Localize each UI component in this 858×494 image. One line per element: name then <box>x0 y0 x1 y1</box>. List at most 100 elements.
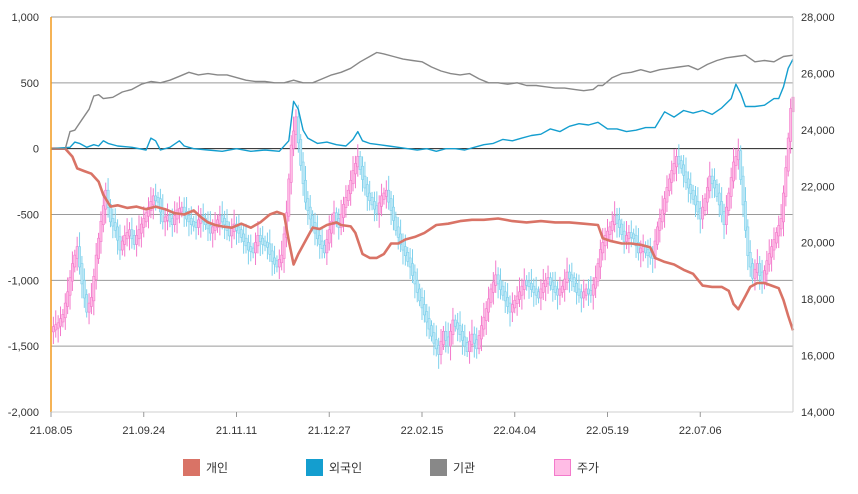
price-candle <box>532 285 536 293</box>
price-candle <box>587 288 590 295</box>
price-candle <box>482 316 486 330</box>
price-candle <box>315 229 319 240</box>
price-candle <box>59 318 62 327</box>
price-candle <box>289 144 293 183</box>
price-candle <box>744 201 747 231</box>
price-candle <box>694 195 697 206</box>
axis-layer: 1,000 500 0 -500 -1,000 -1,500 -2,000 28,000 26,… <box>8 12 835 437</box>
price-candle <box>82 280 86 299</box>
x-tick-label: 22.02.15 <box>401 425 444 437</box>
price-candle <box>346 189 350 201</box>
price-candle <box>589 290 593 296</box>
x-tick-label: 21.12.27 <box>308 425 351 437</box>
price-candle <box>510 304 514 313</box>
price-candle <box>192 220 196 227</box>
price-candle <box>208 225 212 234</box>
legend-swatch <box>554 458 571 476</box>
y-right-tick-label: 28,000 <box>801 12 835 24</box>
y-left-tick-label: -1,500 <box>8 341 39 353</box>
price-candle <box>135 235 139 245</box>
price-candle <box>663 198 666 214</box>
price-candle <box>782 192 785 223</box>
price-candle <box>406 252 410 262</box>
legend-item[interactable]: 개인 <box>183 458 228 476</box>
price-candle <box>301 161 305 185</box>
price-candle <box>99 220 103 242</box>
price-candle <box>703 198 707 211</box>
price-candle <box>130 229 134 240</box>
price-candle <box>772 239 776 251</box>
price-candle <box>596 263 600 282</box>
price-candle <box>118 236 122 251</box>
price-candle <box>665 187 669 203</box>
price-candle <box>465 342 469 352</box>
price-candle <box>408 257 412 268</box>
price-candle <box>161 208 165 223</box>
price-candle <box>418 288 422 302</box>
price-candle <box>499 280 502 290</box>
price-candle <box>591 284 595 296</box>
price-candle <box>427 318 431 330</box>
price-candle <box>354 163 357 175</box>
price-candle <box>56 322 60 329</box>
price-candle <box>637 242 640 254</box>
y-left-tick-label: 0 <box>33 144 39 156</box>
price-candle <box>280 254 284 264</box>
price-candle <box>751 263 754 279</box>
price-candle <box>92 275 96 302</box>
price-candle <box>568 271 571 279</box>
price-candle <box>351 170 355 185</box>
price-candle <box>736 150 740 161</box>
price-candle <box>575 283 578 293</box>
chart-plot: 1,000 500 0 -500 -1,000 -1,500 -2,000 28,000 26,… <box>8 12 835 437</box>
price-candle <box>522 280 526 290</box>
price-candle <box>334 212 338 223</box>
price-candle <box>263 240 267 247</box>
price-candle <box>722 211 726 225</box>
price-candle <box>396 226 400 238</box>
price-candle <box>701 206 705 220</box>
price-candle <box>572 277 576 288</box>
price-candle <box>415 280 419 293</box>
price-candle <box>729 177 733 197</box>
y-left-tick-label: 1,000 <box>11 12 39 24</box>
price-candle <box>320 240 324 249</box>
price-candle <box>748 252 752 268</box>
price-candle <box>54 324 58 331</box>
price-candle <box>413 271 417 285</box>
legend-item[interactable]: 외국인 <box>306 458 362 476</box>
price-candle <box>142 218 146 228</box>
price-candle <box>741 175 745 206</box>
price-candle <box>468 340 471 352</box>
price-candle <box>251 247 255 254</box>
price-candle <box>684 171 688 183</box>
price-candle <box>506 297 510 307</box>
price-candle <box>539 288 543 299</box>
price-candle <box>411 263 414 276</box>
price-candle <box>489 288 493 303</box>
price-candle <box>268 243 272 255</box>
price-candle <box>242 233 246 242</box>
price-candle <box>610 220 614 231</box>
legend-swatch <box>183 458 200 476</box>
price-candle <box>163 216 167 223</box>
legend-item[interactable]: 주가 <box>554 458 599 476</box>
legend-item[interactable]: 기관 <box>430 458 475 476</box>
price-candle <box>61 314 65 323</box>
price-candle <box>606 230 609 240</box>
legend-label: 주가 <box>577 460 600 475</box>
price-candle <box>149 201 153 211</box>
price-candle <box>287 178 291 217</box>
price-candle <box>732 161 735 182</box>
price-candle <box>294 116 298 135</box>
price-candle <box>480 325 483 340</box>
price-candle <box>246 242 250 251</box>
legend-label: 외국인 <box>329 460 363 475</box>
price-candle <box>120 240 124 251</box>
price-candle <box>739 150 743 180</box>
price-candle <box>660 209 664 223</box>
price-candle <box>370 196 374 206</box>
price-candle <box>311 215 315 227</box>
price-candle <box>691 189 695 200</box>
price-candle <box>439 340 443 355</box>
